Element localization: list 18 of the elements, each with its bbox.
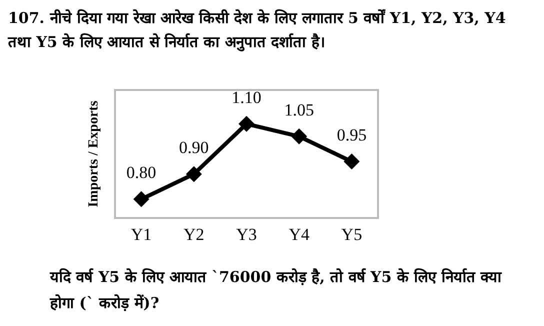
point xyxy=(291,128,308,144)
data-label: 1.10 xyxy=(232,88,262,107)
point xyxy=(238,116,254,132)
x-tick-label: Y1 xyxy=(130,225,152,244)
data-label: 0.90 xyxy=(179,138,209,158)
data-label: 1.05 xyxy=(284,100,314,120)
chart-title: 107. नीचे दिया गया रेखा आरेख किसी देश के लिए लगातार 5 वर्षों Y1, Y2, Y3, Y4 तथा Y5 के लिए आयात से निर्यात का अनुपात दर्शाता है। xyxy=(8,8,507,54)
text: यदि वर्ष Y5 के लिए आयात `76000 करोड़ है, तो वर्ष Y5 के लिए निर्यात क्या होगा (` करोड़ में)? xyxy=(50,267,503,314)
point xyxy=(344,154,360,170)
point xyxy=(186,166,202,182)
data-label: 0.95 xyxy=(336,126,367,145)
point xyxy=(133,191,150,208)
x-tick-label: Y4 xyxy=(288,225,310,244)
x-tick-label: Y5 xyxy=(341,225,362,244)
x-tick-label: Y3 xyxy=(236,225,257,244)
data-label: 0.80 xyxy=(126,163,156,182)
x-tick-label: Y2 xyxy=(184,225,204,244)
y-axis-title: Imports / Exports xyxy=(86,100,102,208)
